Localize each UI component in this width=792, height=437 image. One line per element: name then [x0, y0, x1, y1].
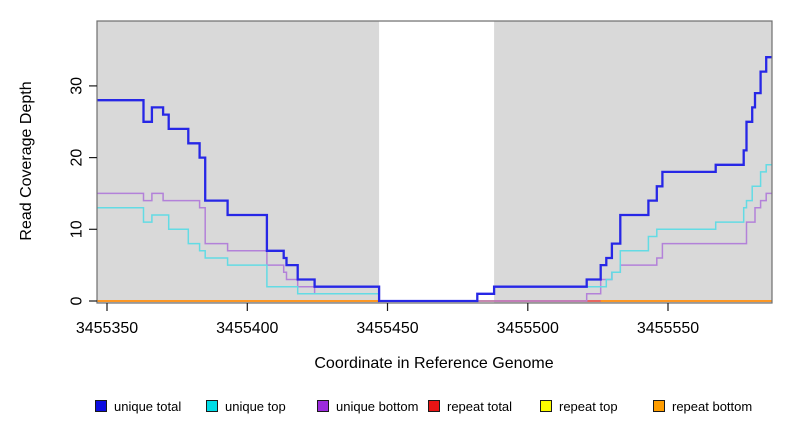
y-tick-label: 10	[69, 220, 86, 238]
legend-item-unique-top: unique top	[206, 398, 286, 414]
y-tick-label: 30	[69, 77, 86, 95]
y-tick-label: 0	[69, 296, 86, 305]
legend-swatch-unique-total	[95, 400, 107, 412]
x-tick-label: 3455350	[76, 320, 138, 337]
plot-border	[96, 20, 773, 304]
masked-no-data-band	[379, 21, 495, 303]
y-axis-title: Read Coverage Depth	[18, 81, 35, 241]
x-axis-title: Coordinate in Reference Genome	[314, 355, 554, 372]
legend-label: unique bottom	[336, 398, 419, 414]
legend-item-repeat-total: repeat total	[428, 398, 512, 414]
legend-swatch-repeat-total	[428, 400, 440, 412]
legend-item-repeat-bottom: repeat bottom	[653, 398, 752, 414]
legend-item-unique-bottom: unique bottom	[317, 398, 418, 414]
legend-swatch-unique-bottom	[317, 400, 329, 412]
legend-label: repeat total	[447, 398, 513, 414]
legend-label: unique total	[114, 398, 182, 414]
legend-label: repeat top	[559, 398, 618, 414]
legend-swatch-repeat-bottom	[653, 400, 665, 412]
legend-swatch-unique-top	[206, 400, 218, 412]
legend-swatch-repeat-top	[540, 400, 552, 412]
x-tick-label: 3455550	[637, 320, 699, 337]
series-unique-total	[97, 56, 772, 303]
legend-label: repeat bottom	[672, 398, 753, 414]
x-tick-label: 3455500	[497, 320, 559, 337]
y-tick-label: 20	[69, 149, 86, 167]
x-tick-label: 3455400	[216, 320, 278, 337]
x-tick-label: 3455450	[356, 320, 418, 337]
legend-item-unique-total: unique total	[95, 398, 181, 414]
legend-item-repeat-top: repeat top	[540, 398, 618, 414]
legend: unique total unique top unique bottom repea…	[0, 398, 792, 418]
legend-label: unique top	[225, 398, 286, 414]
